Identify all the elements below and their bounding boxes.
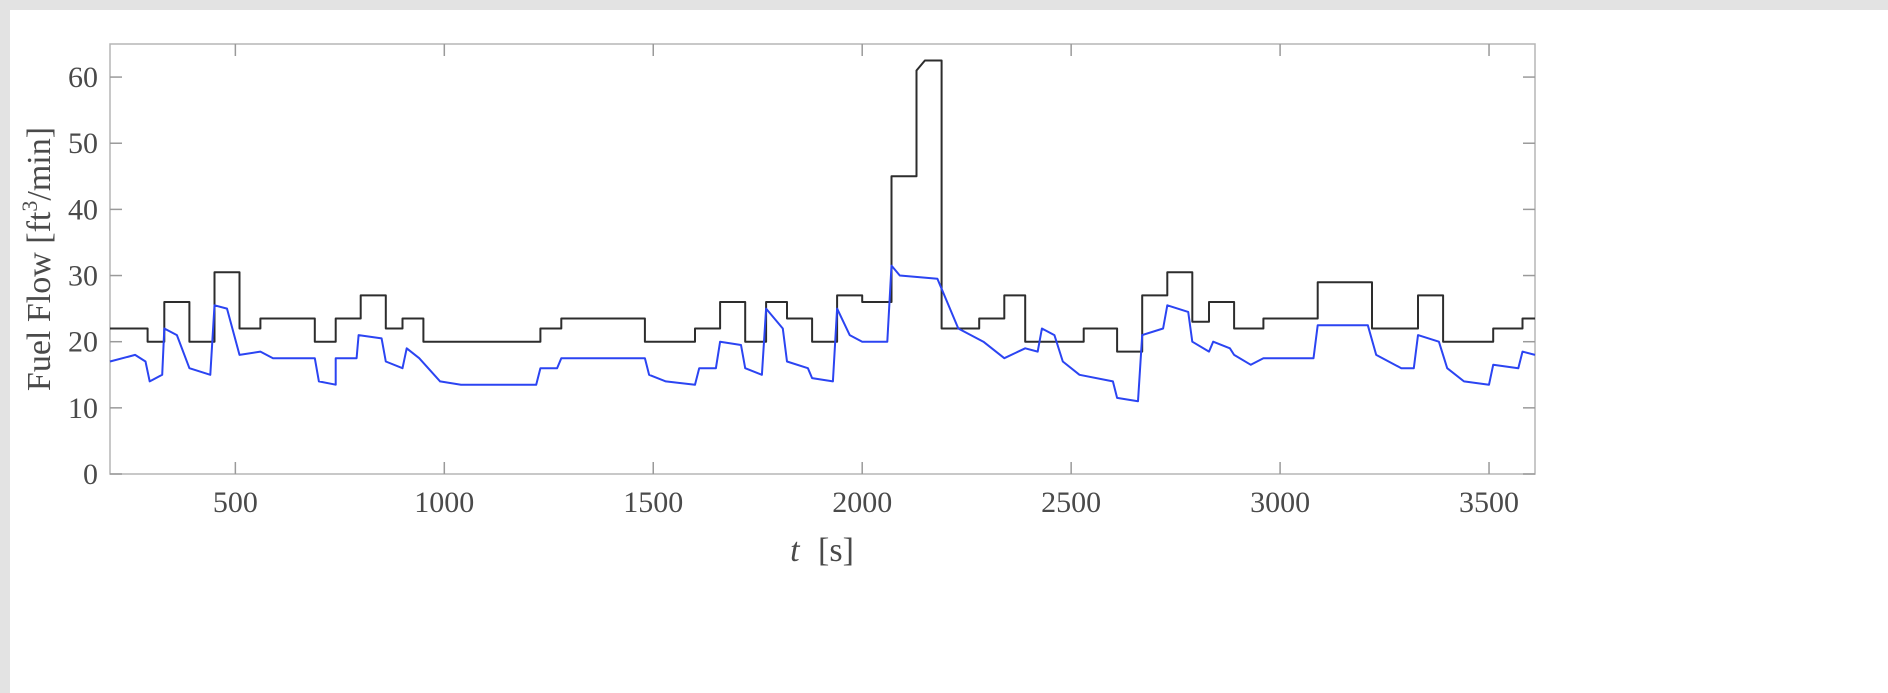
x-tick-label: 1500 bbox=[623, 486, 683, 519]
series-layer bbox=[109, 59, 1536, 403]
y-tick-label: 10 bbox=[68, 392, 98, 425]
x-axis: 500 1000 1500 2000 2500 3000 3500 bbox=[213, 44, 1519, 519]
x-tick-label: 2000 bbox=[832, 486, 892, 519]
y-tick-label: 40 bbox=[68, 193, 98, 226]
x-axis-label: t [s] bbox=[790, 532, 854, 569]
y-tick-label: 50 bbox=[68, 127, 98, 160]
figure-frame: 0 10 20 30 40 50 60 500 1000 1500 2000 2500 3000 350… bbox=[10, 10, 1888, 693]
y-axis-label: Fuel Flow [ft3/min] bbox=[17, 127, 58, 391]
x-tick-label: 1000 bbox=[414, 486, 474, 519]
series-line-black bbox=[110, 59, 1535, 353]
x-axis-label-unit: [s] bbox=[818, 532, 854, 569]
y-tick-label: 20 bbox=[68, 326, 98, 359]
y-axis-label-sup: 3 bbox=[17, 201, 42, 212]
x-tick-label: 3000 bbox=[1250, 486, 1310, 519]
x-tick-label: 2500 bbox=[1041, 486, 1101, 519]
x-axis-label-var: t bbox=[790, 532, 801, 569]
y-axis-label-main: Fuel Flow [ft bbox=[21, 211, 58, 391]
y-tick-label: 30 bbox=[68, 260, 98, 293]
x-tick-label: 500 bbox=[213, 486, 258, 519]
y-axis: 0 10 20 30 40 50 60 bbox=[68, 61, 1535, 491]
series-line-blue bbox=[109, 264, 1536, 403]
x-tick-label: 3500 bbox=[1459, 486, 1519, 519]
y-tick-label: 60 bbox=[68, 61, 98, 94]
y-axis-label-tail: /min] bbox=[21, 127, 58, 201]
plot-area bbox=[109, 43, 1536, 475]
y-tick-label: 0 bbox=[83, 458, 98, 491]
